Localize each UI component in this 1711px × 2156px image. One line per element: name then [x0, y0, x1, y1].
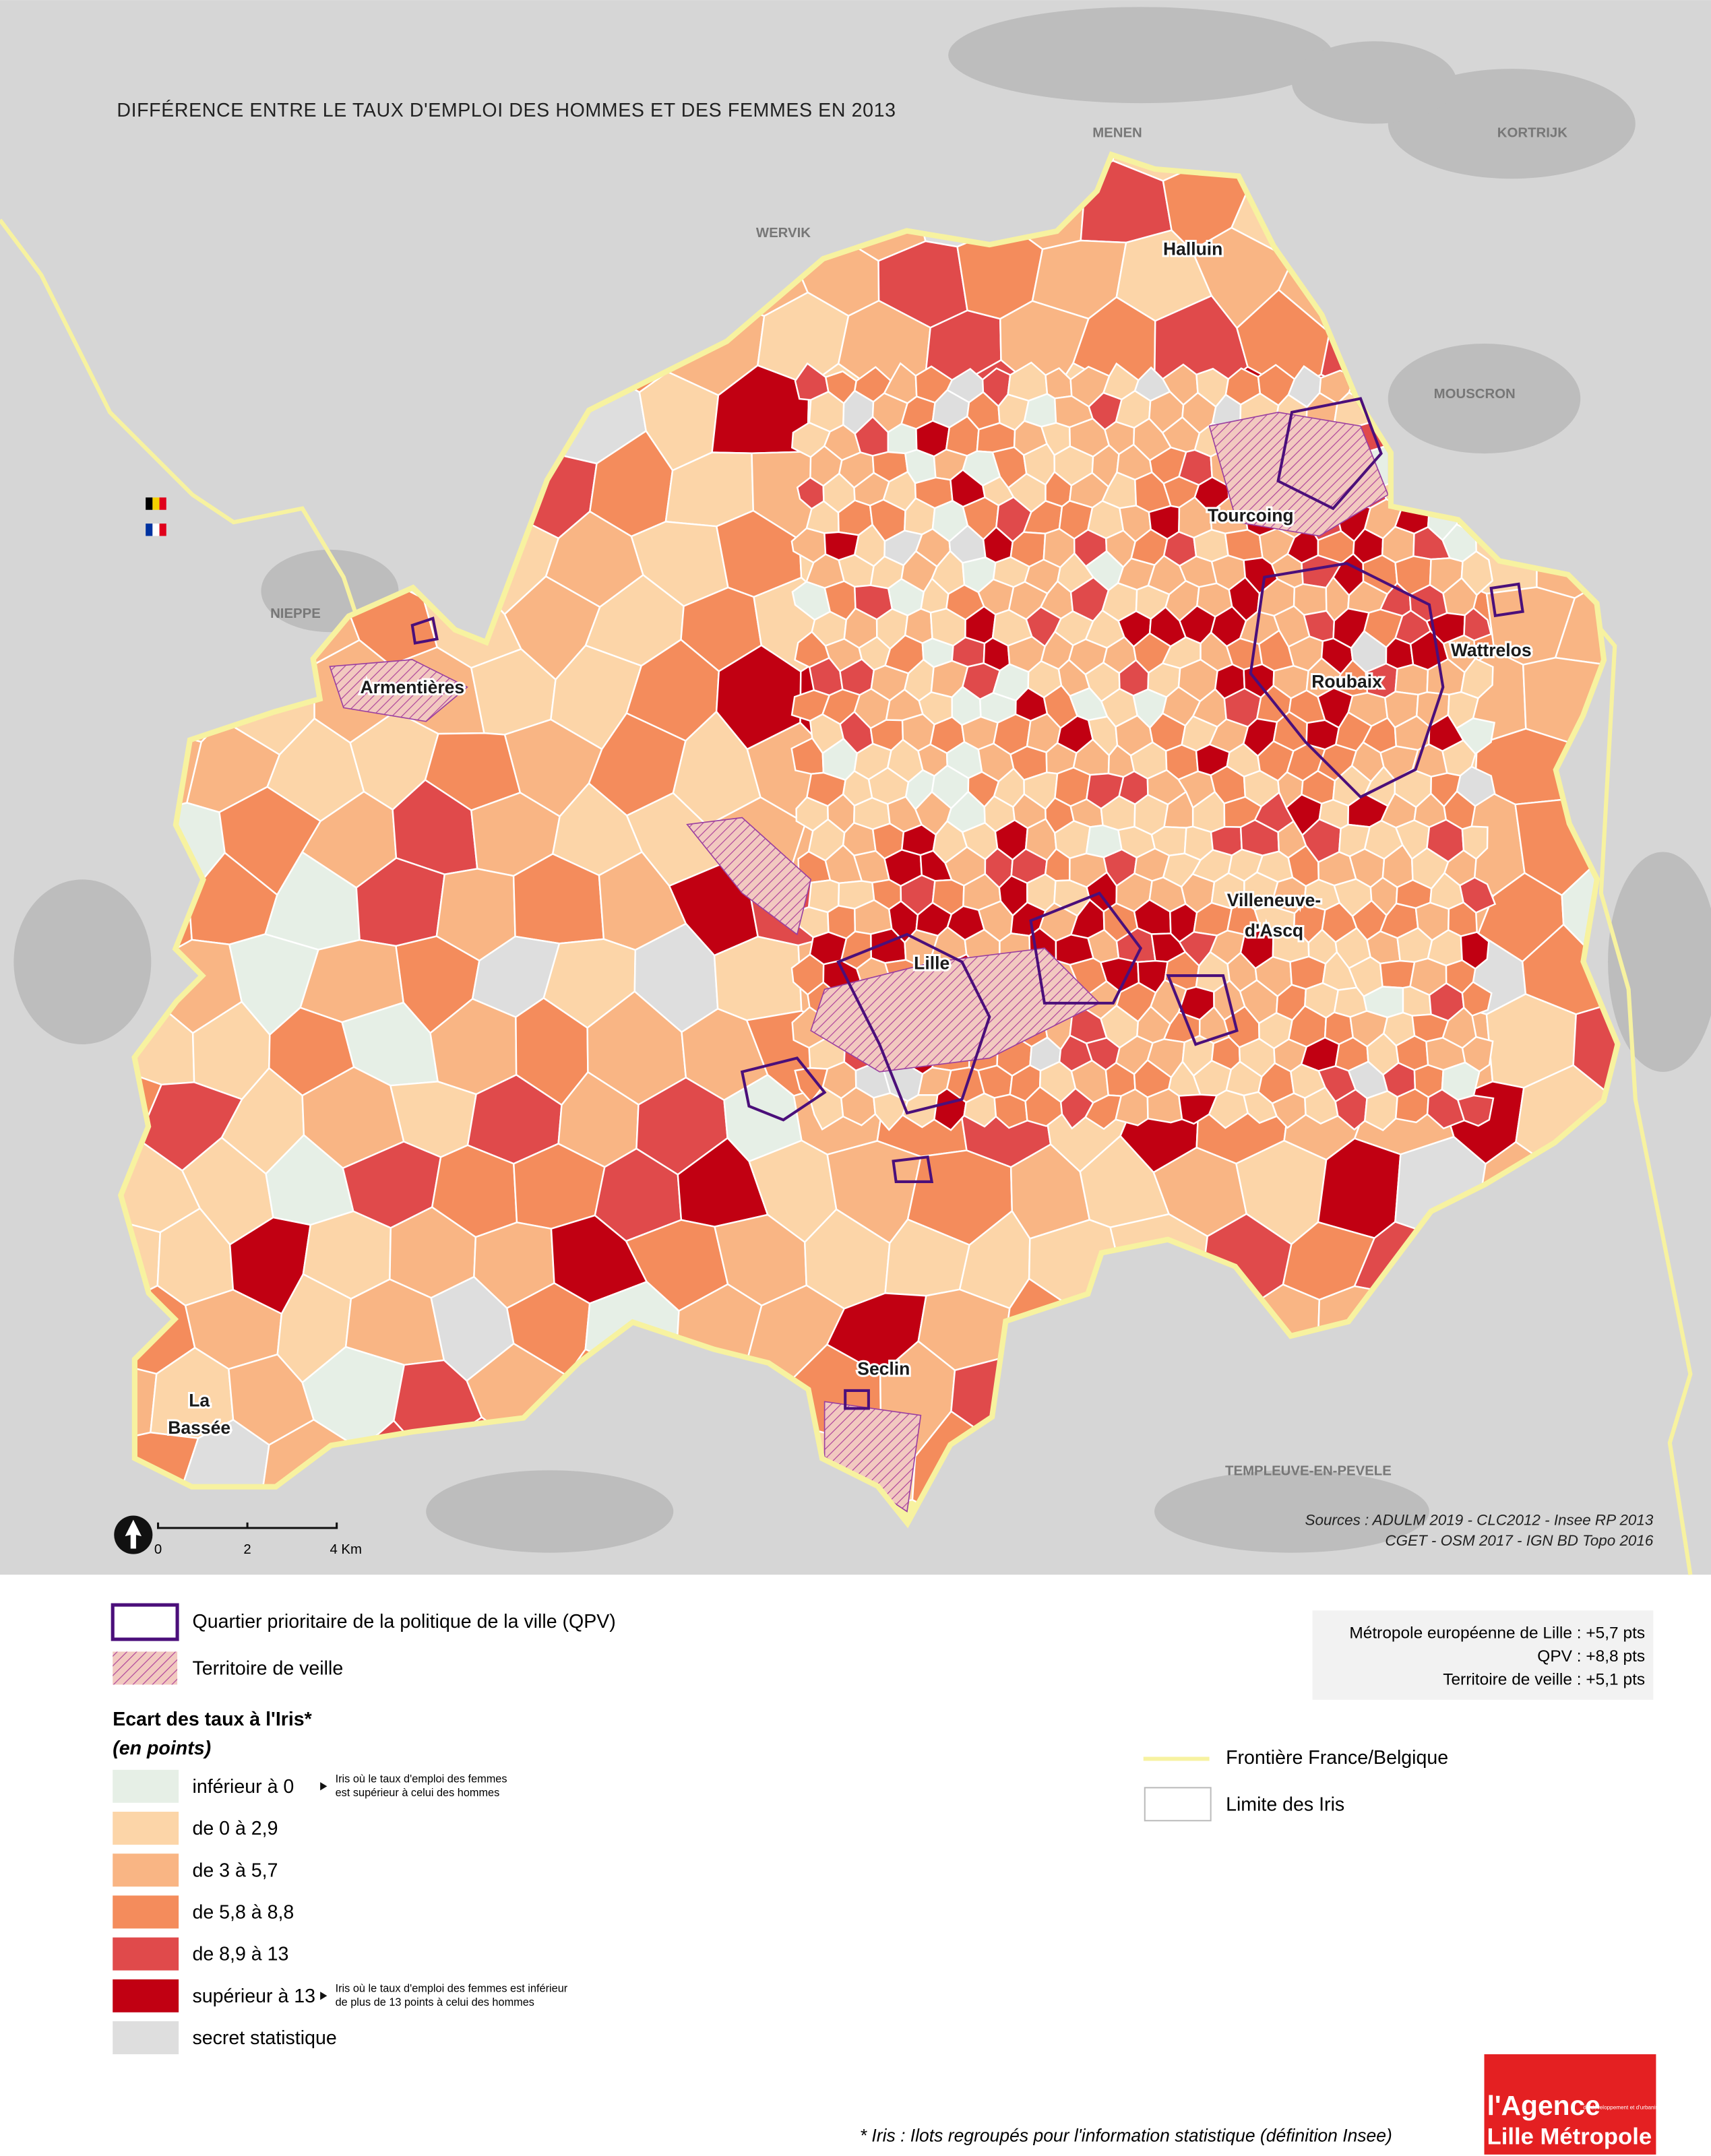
- legend-swatch: [113, 1937, 179, 1971]
- city-label: Wattrelos: [1451, 640, 1532, 660]
- city-label: Seclin: [857, 1358, 910, 1378]
- city-label: Halluin: [1163, 239, 1222, 259]
- logo-text: Lille Métropole: [1487, 2124, 1652, 2150]
- stat-line: Métropole européenne de Lille : +5,7 pts: [1349, 1624, 1645, 1642]
- iris-cell: [1385, 637, 1414, 670]
- sources: Sources : ADULM 2019 - CLC2012 - Insee R…: [1305, 1512, 1654, 1529]
- place-label: MOUSCRON: [1434, 387, 1516, 402]
- logo-text: l'Agence: [1487, 2090, 1600, 2121]
- city-label: Villeneuve-: [1227, 890, 1321, 910]
- iris-swatch: [1144, 1787, 1212, 1822]
- legend-label: de 8,9 à 13: [193, 1944, 289, 1965]
- city-label: Armentières: [360, 677, 464, 697]
- iris-cell: [1379, 959, 1416, 989]
- stat-line: QPV : +8,8 pts: [1537, 1647, 1645, 1666]
- stats-box: [1312, 1610, 1654, 1700]
- logo: [1484, 2054, 1656, 2155]
- legend-label: de 5,8 à 8,8: [193, 1901, 294, 1923]
- city-label: Tourcoing: [1208, 505, 1294, 526]
- legend-swatch: [113, 1979, 179, 2012]
- legend-label: de 0 à 2,9: [193, 1818, 278, 1839]
- map-title: DIFFÉRENCE ENTRE LE TAUX D'EMPLOI DES HO…: [117, 100, 896, 121]
- place-labels: MENEN KORTRIJK WERVIK MOUSCRON NIEPPE TEMPLEU…: [270, 125, 1567, 1478]
- scale-label: 4 Km: [330, 1542, 362, 1557]
- iris-cell: [713, 935, 803, 1021]
- qpv-swatch: [111, 1603, 179, 1641]
- legend-swatch: [113, 1769, 179, 1803]
- veille-zones: [329, 412, 1389, 1513]
- legend-heading: Ecart des taux à l'Iris*: [113, 1709, 312, 1730]
- legend-label: supérieur à 13: [193, 1986, 316, 2007]
- scale-label: 2: [243, 1542, 251, 1557]
- legend-note: Iris où le taux d'emploi des femmes est …: [336, 1982, 568, 1994]
- note-arrow: [320, 1992, 328, 2000]
- city-label: Lille: [914, 953, 950, 974]
- legend-label: Frontière France/Belgique: [1226, 1747, 1448, 1769]
- qpv-outlines: [410, 397, 1524, 1410]
- scale-label: 0: [154, 1542, 162, 1557]
- legend-swatch: [113, 1853, 179, 1887]
- place-label: NIEPPE: [270, 606, 321, 621]
- city-label: Bassée: [168, 1418, 230, 1438]
- veille-swatch: [113, 1651, 178, 1685]
- place-label: KORTRIJK: [1497, 125, 1567, 140]
- stat-line: Territoire de veille : +5,1 pts: [1443, 1671, 1645, 1689]
- country-border: [0, 218, 360, 619]
- sources: CGET - OSM 2017 - IGN BD Topo 2016: [1385, 1532, 1653, 1549]
- place-label: WERVIK: [756, 226, 811, 241]
- city-label: Roubaix: [1311, 672, 1382, 692]
- legend-note: Iris où le taux d'emploi des femmes: [336, 1773, 507, 1785]
- legend-label: secret statistique: [193, 2027, 337, 2049]
- legend-label: Territoire de veille: [193, 1657, 344, 1679]
- legend-label: inférieur à 0: [193, 1776, 294, 1798]
- legend-swatch: [113, 2021, 179, 2054]
- city-labels: Halluin Tourcoing Wattrelos Roubaix Armentiè…: [166, 236, 1533, 1440]
- country-border: [1578, 603, 1693, 1575]
- city-label: d'Ascq: [1245, 920, 1303, 941]
- iris-cell: [1456, 1094, 1495, 1127]
- legend-label: Quartier prioritaire de la politique de …: [193, 1611, 616, 1632]
- iris-cell: [1394, 664, 1429, 696]
- footnote: * Iris : Ilots regroupés pour l'informat…: [860, 2125, 1392, 2145]
- legend-classes: inférieur à 0 Iris où le taux d'emploi de…: [113, 1769, 568, 2054]
- legend-label: Limite des Iris: [1226, 1794, 1344, 1815]
- legend-unit: (en points): [113, 1738, 211, 1759]
- legend-note: est supérieur à celui des hommes: [336, 1787, 500, 1799]
- city-label: La: [189, 1390, 210, 1410]
- legend-swatch: [113, 1895, 179, 1929]
- place-label: MENEN: [1092, 125, 1142, 140]
- legend-label: de 3 à 5,7: [193, 1860, 278, 1881]
- legend-note: de plus de 13 points à celui des hommes: [336, 1996, 534, 2008]
- note-arrow: [320, 1782, 328, 1791]
- logo-text: de développement et d'urbanisme de: [1583, 2105, 1673, 2111]
- place-label: TEMPLEUVE-EN-PEVELE: [1225, 1464, 1392, 1479]
- legend-swatch: [113, 1812, 179, 1845]
